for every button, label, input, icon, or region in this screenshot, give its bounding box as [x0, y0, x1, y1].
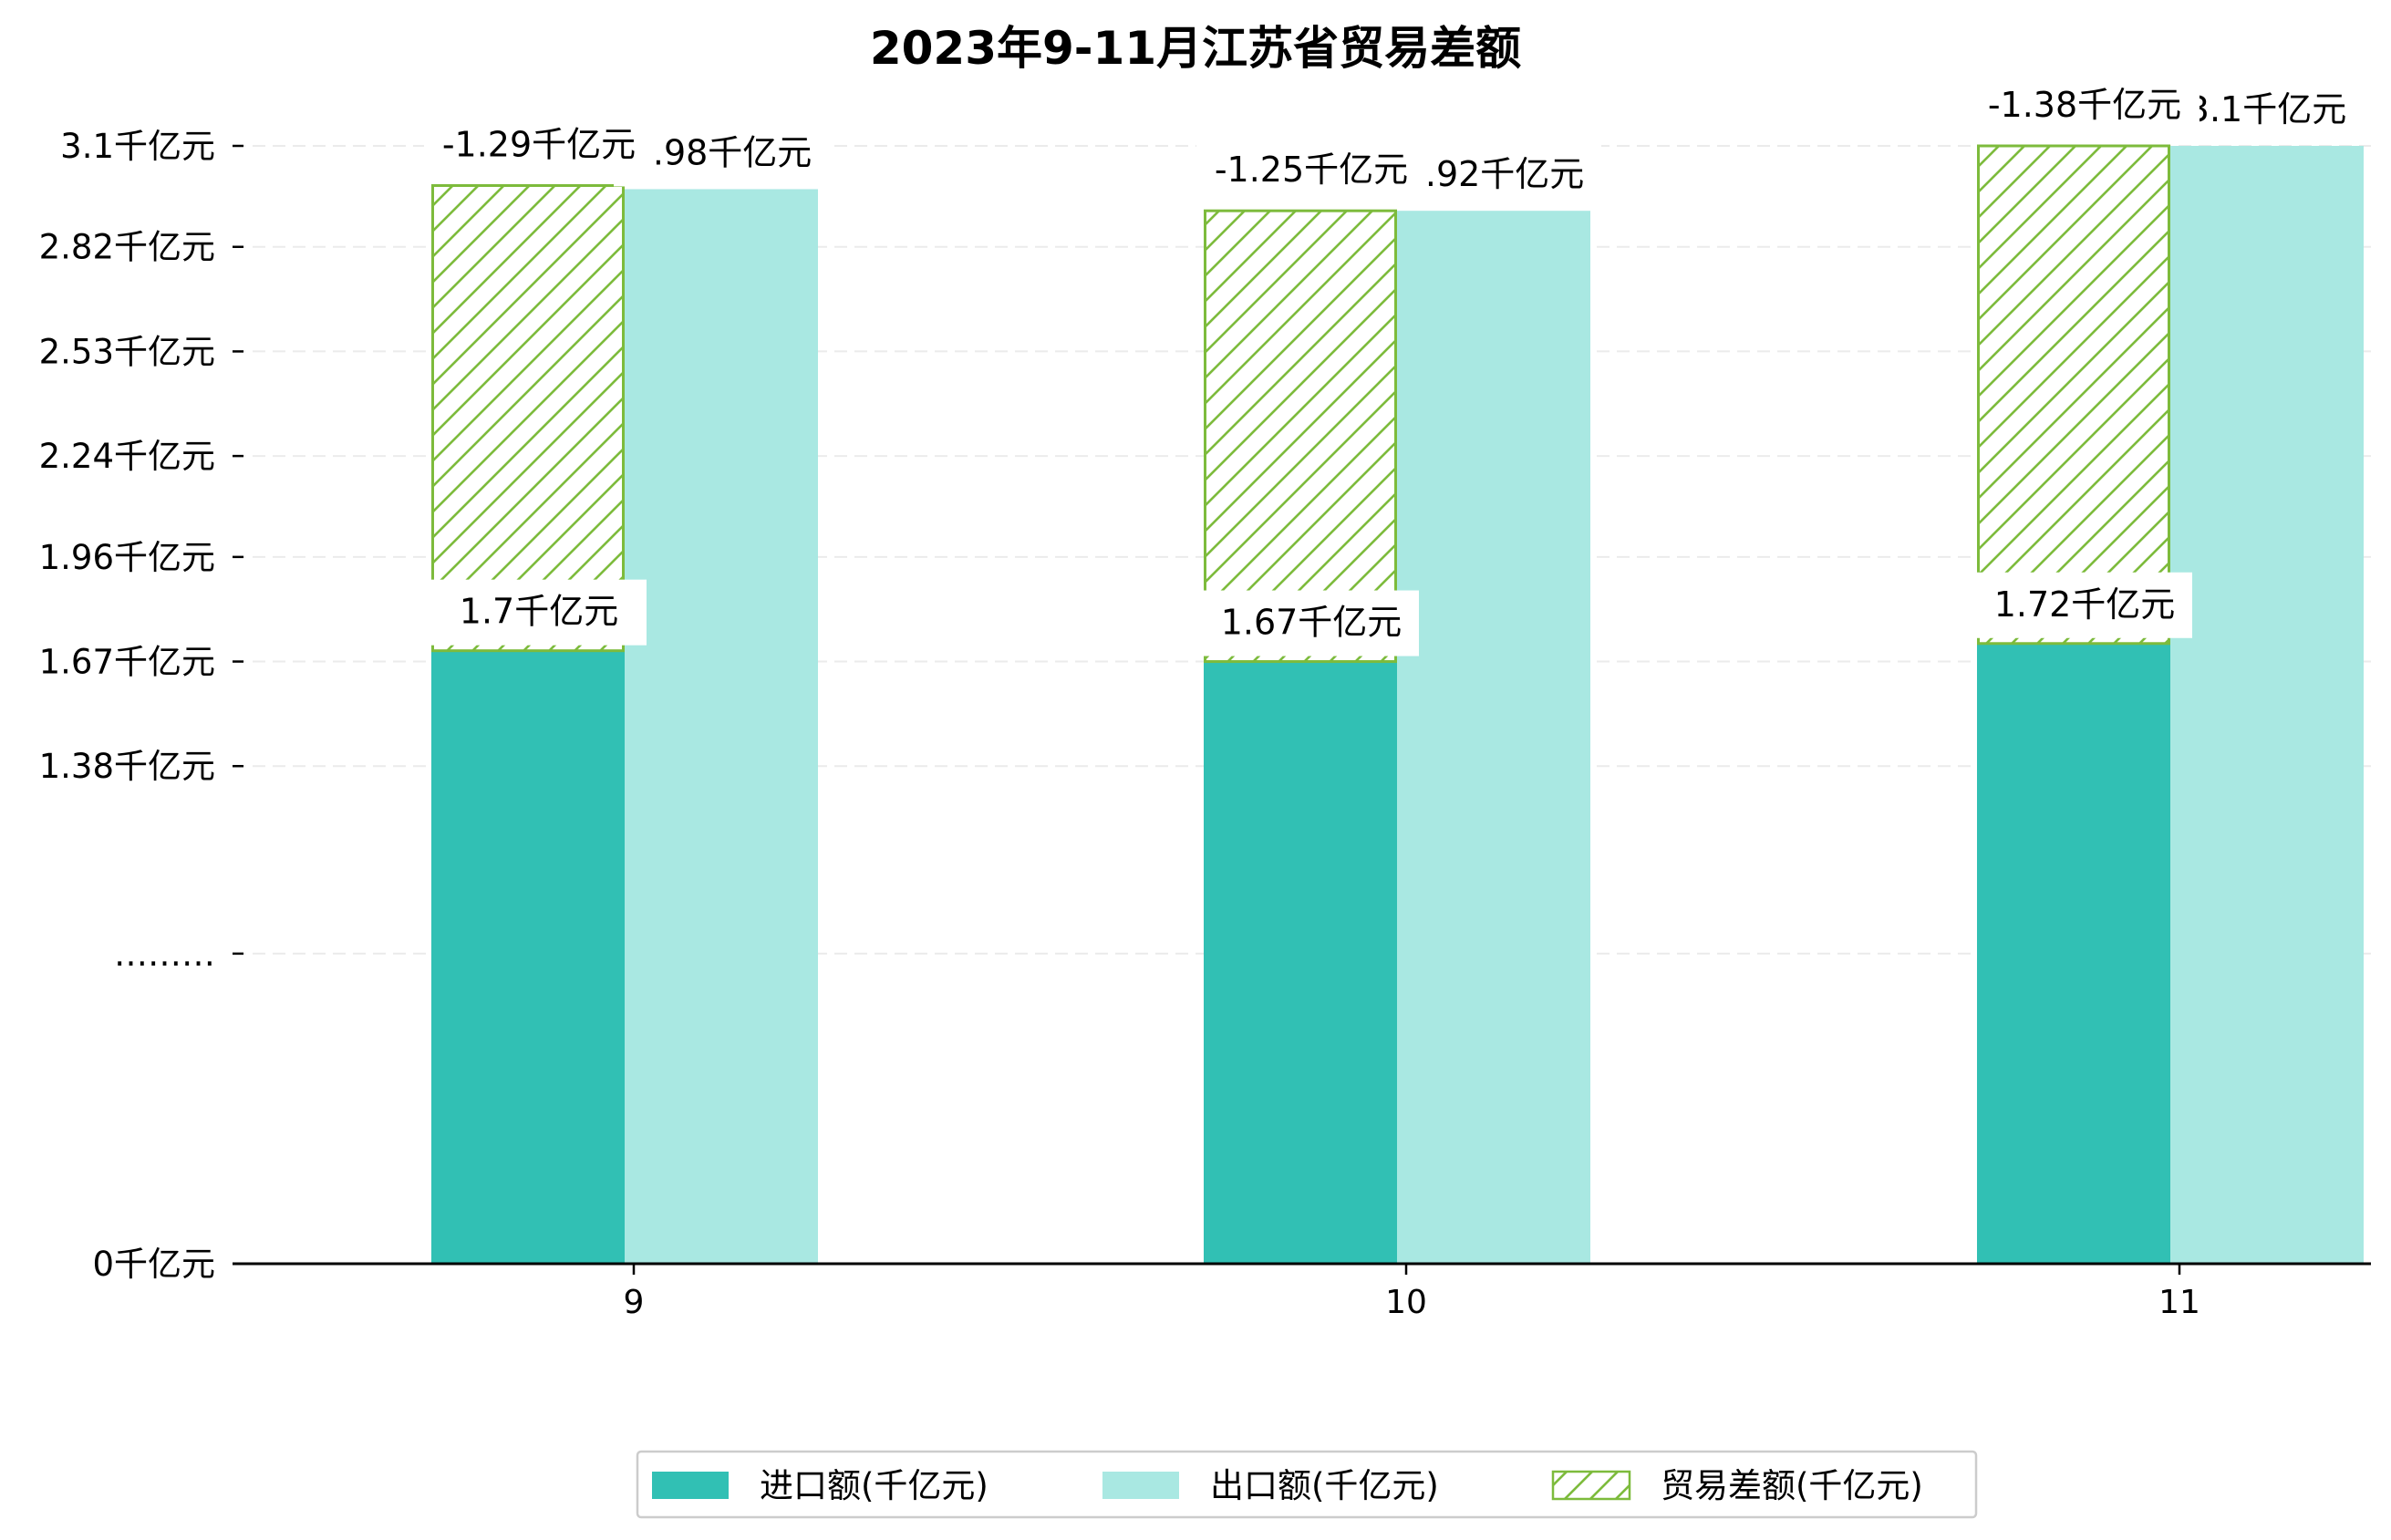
bar-trade-balance	[431, 184, 625, 653]
data-label-trade-balance: -1.25千亿元	[1215, 150, 1408, 190]
data-label-export: 2.98千亿元	[631, 132, 813, 172]
bars-layer	[431, 144, 2364, 1265]
legend-box	[636, 1450, 1978, 1519]
y-tick-label: 2.24千亿元	[39, 437, 215, 476]
y-tick-label: 3.1千亿元	[60, 127, 215, 166]
data-label-import-bg	[1977, 572, 2192, 638]
data-labels-layer: 2.98千亿元-1.29千亿元 1.7千亿元 2.92千亿元-1.25千亿元 1.67…	[424, 73, 2375, 656]
bar-export	[1397, 211, 1590, 1264]
y-tick-label: 2.53千亿元	[39, 332, 215, 371]
legend-swatch	[1102, 1472, 1179, 1499]
legend-swatch	[652, 1472, 729, 1499]
data-label-trade-balance: -1.38千亿元	[1988, 85, 2181, 125]
y-tick-label: 2.82千亿元	[39, 228, 215, 267]
bar-import	[1204, 661, 1397, 1264]
bar-trade-balance	[1204, 209, 1397, 664]
legend-label: 出口额(千亿元)	[1210, 1466, 1439, 1505]
y-tick-label: ………	[114, 935, 215, 974]
data-label-trade-balance: -1.29千亿元	[442, 125, 636, 165]
x-tick-label: 9	[624, 1284, 645, 1321]
data-label-import: 1.67千亿元	[1221, 603, 1403, 643]
y-tick-label: 1.38千亿元	[39, 747, 215, 786]
legend-label: 进口额(千亿元)	[760, 1466, 988, 1505]
data-label-trade-balance-bg	[1970, 73, 2200, 139]
data-label-export: 3.1千亿元	[2188, 89, 2346, 129]
chart-title: 2023年9-11月江苏省贸易差额	[870, 22, 1521, 75]
bar-export	[2170, 146, 2364, 1264]
y-tick-label: 1.96千亿元	[39, 538, 215, 577]
bar-export	[625, 189, 818, 1265]
data-label-import: 1.7千亿元	[460, 592, 618, 632]
legend: 进口额(千亿元) 出口额(千亿元) 贸易差额(千亿元)	[636, 1450, 1978, 1519]
y-tick-label: 1.67千亿元	[39, 643, 215, 682]
x-tick-label: 11	[2158, 1284, 2200, 1321]
y-tick-label: 0千亿元	[92, 1245, 215, 1284]
legend-swatch	[1551, 1470, 1631, 1501]
data-label-trade-balance-bg	[424, 112, 654, 179]
data-label-import-bg	[431, 579, 647, 646]
x-tick-label: 10	[1385, 1284, 1427, 1321]
data-label-export: 2.92千亿元	[1403, 154, 1585, 194]
data-label-trade-balance-bg	[1196, 138, 1426, 204]
data-label-import: 1.72千亿元	[1994, 584, 2176, 625]
axes-layer: 0千亿元 ……… 1.38千亿元 1.67千亿元 1.96千亿元 2.24千亿元 2.53千…	[39, 127, 2371, 1321]
bar-import	[1977, 643, 2170, 1264]
bar-trade-balance	[1977, 144, 2170, 646]
data-label-import-bg	[1204, 590, 1419, 656]
legend-label: 贸易差额(千亿元)	[1661, 1466, 1923, 1505]
bar-import	[431, 650, 625, 1264]
